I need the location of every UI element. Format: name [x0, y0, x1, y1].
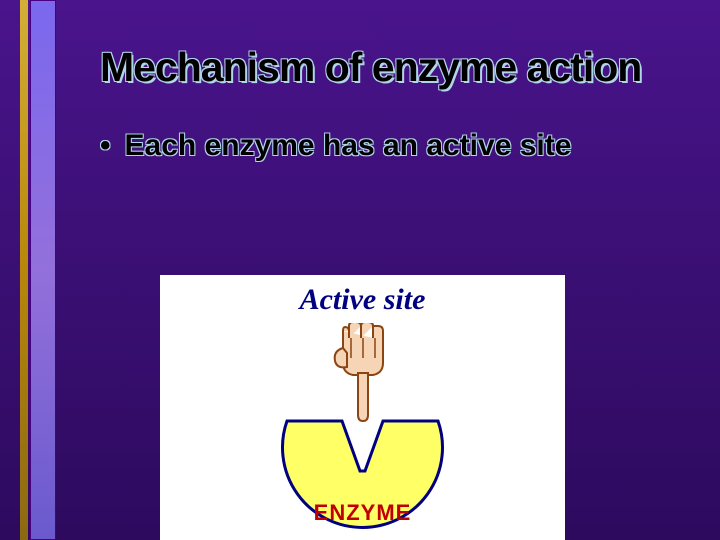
bullet-text: Each enzyme has an active site	[125, 129, 572, 163]
enzyme-diagram: Active site ENZYME	[160, 275, 565, 540]
decorative-sidebar	[20, 0, 58, 540]
gold-accent-bar	[20, 0, 28, 540]
slide-content: Mechanism of enzyme action • Each enzyme…	[100, 44, 690, 163]
bullet-item: • Each enzyme has an active site	[100, 129, 690, 163]
enzyme-label: ENZYME	[160, 500, 565, 526]
purple-accent-bar	[30, 0, 56, 540]
bullet-marker: •	[100, 129, 111, 163]
diagram-title: Active site	[160, 283, 565, 317]
slide-title: Mechanism of enzyme action	[100, 44, 690, 91]
